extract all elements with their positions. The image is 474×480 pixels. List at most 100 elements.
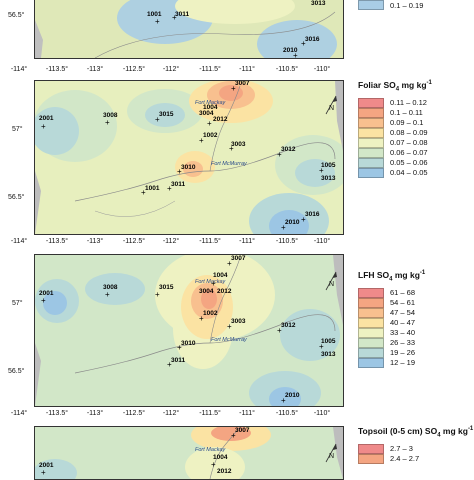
legend-item: 33 – 40	[358, 327, 474, 338]
legend-item: 26 – 33	[358, 337, 474, 348]
legend-items: 61 – 68 54 – 61 47 – 54 40 – 47 33 – 40 26 – …	[358, 287, 474, 368]
legend-items: 2.7 – 3 2.4 – 2.7	[358, 443, 474, 464]
legend-item: 0.11 – 0.12	[358, 97, 474, 108]
legend-topsoil: Topsoil (0-5 cm) SO4 mg kg-1 2.7 – 3 2.4 …	[358, 426, 474, 464]
svg-text:3007: 3007	[235, 81, 250, 87]
svg-text:1001: 1001	[145, 185, 160, 192]
svg-text:3011: 3011	[171, 357, 185, 364]
legend-swatch	[358, 287, 384, 298]
legend-item: 40 – 47	[358, 317, 474, 328]
legend-swatch	[358, 327, 384, 338]
svg-text:3007: 3007	[235, 427, 250, 434]
legend-item: 0.07 – 0.08	[358, 137, 474, 148]
svg-text:3015: 3015	[159, 284, 174, 291]
legend-item: 47 – 54	[358, 307, 474, 318]
svg-text:+: +	[207, 119, 212, 128]
svg-text:3013: 3013	[321, 351, 336, 358]
legend-label: 0.11 – 0.12	[390, 98, 427, 108]
svg-text:2010: 2010	[285, 392, 300, 399]
lat-label-56-5: 56.5°	[8, 194, 25, 201]
svg-text:+: +	[167, 360, 172, 369]
map-panel-top: 1001 + 3011 + 3013 2010 + 3016 + 56.5° -…	[0, 0, 474, 73]
site-markers-topsoil: 3007 + 2001 + 1004 2012 +	[39, 427, 250, 477]
svg-text:+: +	[199, 136, 204, 145]
legend-swatch	[358, 127, 384, 138]
svg-text:1002: 1002	[203, 132, 218, 139]
svg-text:N: N	[329, 281, 334, 288]
svg-text:3004: 3004	[199, 110, 214, 117]
svg-text:+: +	[41, 122, 46, 131]
town-fort-mcmurray: Fort McMurray	[211, 337, 248, 343]
map-panel-topsoil: Fort Mackay 3007 + 2001 + 1004 2012 + N …	[0, 424, 474, 480]
svg-text:+: +	[281, 396, 286, 405]
town-fort-mackay: Fort Mackay	[195, 447, 227, 453]
svg-text:3008: 3008	[103, 284, 118, 291]
svg-text:2012: 2012	[217, 288, 232, 295]
legend-items: 0.11 – 0.12 0.1 – 0.11 0.09 – 0.1 0.08 – 0.…	[358, 97, 474, 178]
north-arrow-icon: N	[325, 95, 337, 115]
north-arrow-icon: N	[325, 271, 337, 291]
svg-text:+: +	[177, 343, 182, 352]
legend-label: 0.05 – 0.06	[390, 158, 428, 168]
svg-text:+: +	[227, 322, 232, 331]
svg-text:+: +	[155, 290, 160, 299]
legend-label: 26 – 33	[390, 338, 416, 348]
svg-text:1002: 1002	[203, 310, 218, 317]
svg-text:+: +	[227, 259, 232, 268]
svg-text:3016: 3016	[305, 211, 320, 218]
svg-text:+: +	[231, 84, 236, 93]
legend-swatch	[358, 147, 384, 158]
svg-text:2010: 2010	[285, 219, 300, 226]
map-panel-lfh: Fort Mackay Fort McMurray 3007 + 1004 30…	[0, 254, 474, 420]
svg-text:N: N	[329, 105, 334, 112]
longitude-axis-foliar: -114° -113.5° -113° -112.5° -112° -111.5…	[10, 238, 331, 245]
map-top: 1001 + 3011 + 3013 2010 + 3016 +	[34, 0, 344, 59]
svg-text:1001: 1001	[147, 11, 162, 18]
svg-text:3015: 3015	[159, 111, 174, 118]
svg-text:3003: 3003	[231, 318, 246, 325]
svg-text:2001: 2001	[39, 290, 54, 297]
svg-text:2010: 2010	[283, 47, 298, 54]
legend-swatch	[358, 137, 384, 148]
svg-text:+: +	[141, 188, 146, 197]
longitude-axis-lfh: -114° -113.5° -113° -112.5° -112° -111.5…	[10, 410, 331, 417]
svg-text:1004: 1004	[203, 104, 218, 111]
legend-swatch	[358, 337, 384, 348]
legend-item: 54 – 61	[358, 297, 474, 308]
legend-label: 0.1 – 0.11	[390, 108, 423, 118]
legend-swatch	[358, 443, 384, 454]
legend-swatch	[358, 347, 384, 358]
legend-top: 0.1 – 0.19	[358, 0, 474, 10]
svg-text:+: +	[41, 296, 46, 305]
legend-title: Topsoil (0-5 cm) SO4 mg kg-1	[358, 426, 474, 439]
svg-text:+: +	[177, 167, 182, 176]
svg-text:+: +	[293, 51, 298, 58]
legend-title: Foliar SO4 mg kg-1	[358, 80, 432, 93]
svg-text:3013: 3013	[311, 0, 326, 7]
legend-swatch	[358, 107, 384, 118]
svg-text:2012: 2012	[213, 116, 228, 123]
svg-text:+: +	[199, 314, 204, 323]
svg-text:+: +	[211, 279, 216, 288]
svg-text:3003: 3003	[231, 141, 246, 148]
legend-item: 12 – 19	[358, 357, 474, 368]
site-3011: 3011 +	[172, 11, 189, 22]
north-arrow-icon: N	[325, 443, 337, 463]
legend-item: 0.1 – 0.19	[358, 0, 474, 10]
legend-label: 0.08 – 0.09	[390, 128, 428, 138]
svg-text:+: +	[301, 215, 306, 224]
longitude-axis-top: -114° -113.5° -113° -112.5° -112° -111.5…	[10, 66, 331, 73]
svg-text:3010: 3010	[181, 340, 196, 347]
svg-text:1005: 1005	[321, 338, 336, 345]
legend-label: 12 – 19	[390, 358, 416, 368]
svg-text:+: +	[229, 144, 234, 153]
svg-text:2012: 2012	[217, 468, 232, 475]
svg-text:3004: 3004	[199, 288, 214, 295]
legend-swatch	[358, 117, 384, 128]
site-markers-foliar: 3007 + 2001 + 3008 + 3015 + 1004 3004 20…	[39, 81, 336, 232]
legend-label: 33 – 40	[390, 328, 416, 338]
legend-swatch	[358, 97, 384, 108]
map-foliar: Fort Mackay Fort McMurray 3007 + 2001 + …	[34, 80, 344, 235]
legend-swatch	[358, 317, 384, 328]
svg-text:+: +	[281, 223, 286, 232]
